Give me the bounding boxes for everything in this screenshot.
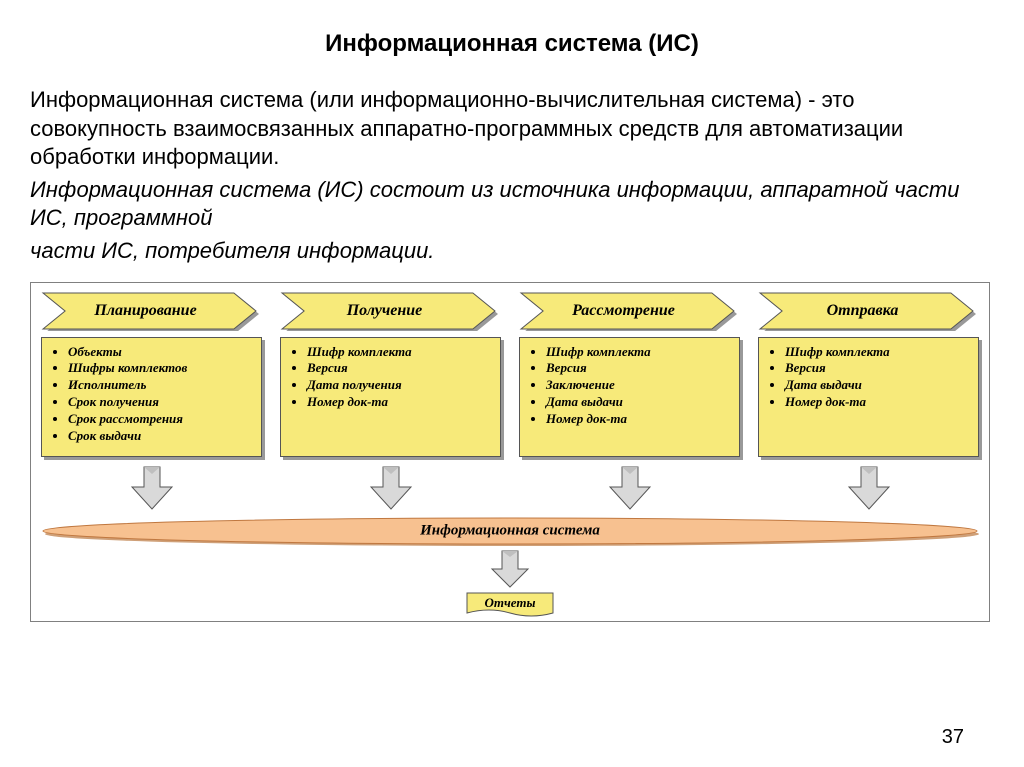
stage-item: Шифр комплекта — [307, 344, 494, 361]
stage-chevron: Рассмотрение — [519, 291, 740, 331]
down-arrow — [519, 463, 740, 513]
stage-item: Дата выдачи — [546, 394, 733, 411]
stage-chevron: Планирование — [41, 291, 262, 331]
stage-box: Шифр комплектаВерсияДата выдачиНомер док… — [758, 337, 979, 457]
stage-item: Исполнитель — [68, 377, 255, 394]
system-bar-label: Информационная система — [41, 522, 979, 539]
stage-item: Срок рассмотрения — [68, 411, 255, 428]
composition-paragraph-2: части ИС, потребителя информации. — [30, 237, 994, 266]
stage-item: Дата выдачи — [785, 377, 972, 394]
stage-item: Дата получения — [307, 377, 494, 394]
down-arrows-row — [41, 463, 979, 513]
definition-paragraph: Информационная система (или информационн… — [30, 86, 994, 172]
stage-item: Заключение — [546, 377, 733, 394]
page-number: 37 — [942, 726, 964, 749]
stage-item: Версия — [307, 360, 494, 377]
final-down-arrow — [490, 549, 530, 589]
flow-diagram: Планирование Получение Рассмотрение Отпр… — [30, 282, 990, 622]
report-box: Отчеты — [465, 591, 555, 619]
stage-item: Номер док-та — [546, 411, 733, 428]
stage-chevron-label: Рассмотрение — [519, 302, 728, 320]
down-arrow — [758, 463, 979, 513]
stage-chevron-label: Планирование — [41, 302, 250, 320]
stage-item: Срок получения — [68, 394, 255, 411]
stage-item: Шифр комплекта — [785, 344, 972, 361]
report-label: Отчеты — [465, 595, 555, 611]
stage-box: ОбъектыШифры комплектовИсполнительСрок п… — [41, 337, 262, 457]
stage-item: Версия — [546, 360, 733, 377]
stage-item: Номер док-та — [785, 394, 972, 411]
down-arrow — [280, 463, 501, 513]
stage-chevron: Отправка — [758, 291, 979, 331]
stage-item: Срок выдачи — [68, 428, 255, 445]
stage-box: Шифр комплектаВерсияДата полученияНомер … — [280, 337, 501, 457]
system-bar: Информационная система — [41, 515, 979, 547]
stage-box: Шифр комплектаВерсияЗаключениеДата выдач… — [519, 337, 740, 457]
stage-item: Номер док-та — [307, 394, 494, 411]
stage-chevron-label: Отправка — [758, 302, 967, 320]
stage-item: Версия — [785, 360, 972, 377]
stage-chevrons-row: Планирование Получение Рассмотрение Отпр… — [41, 291, 979, 331]
down-arrow — [41, 463, 262, 513]
stage-boxes-row: ОбъектыШифры комплектовИсполнительСрок п… — [41, 337, 979, 457]
stage-item: Шифры комплектов — [68, 360, 255, 377]
composition-paragraph-1: Информационная система (ИС) состоит из и… — [30, 176, 994, 233]
stage-item: Объекты — [68, 344, 255, 361]
stage-chevron: Получение — [280, 291, 501, 331]
stage-item: Шифр комплекта — [546, 344, 733, 361]
page-title: Информационная система (ИС) — [30, 30, 994, 58]
stage-chevron-label: Получение — [280, 302, 489, 320]
